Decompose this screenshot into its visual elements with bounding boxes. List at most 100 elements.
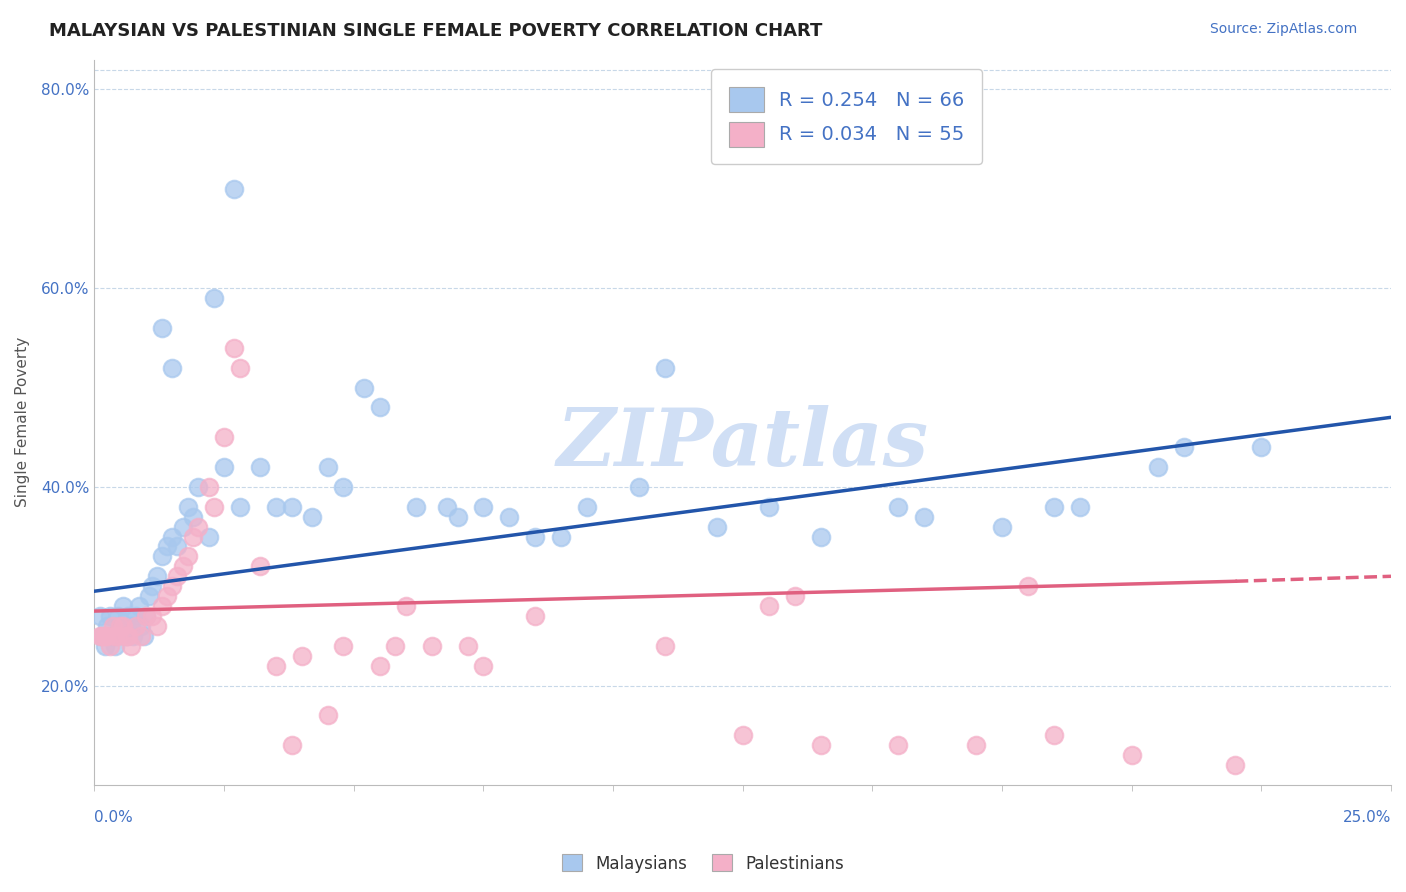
Point xyxy=(368,401,391,415)
Point xyxy=(145,569,167,583)
Point xyxy=(264,658,287,673)
Point xyxy=(125,609,148,624)
Point xyxy=(472,658,495,673)
Point xyxy=(125,619,148,633)
Point xyxy=(264,500,287,514)
Point xyxy=(91,629,114,643)
Point xyxy=(150,321,173,335)
Text: 25.0%: 25.0% xyxy=(1343,810,1391,825)
Point xyxy=(150,599,173,613)
Point xyxy=(280,500,302,514)
Point xyxy=(395,599,418,613)
Point xyxy=(135,609,157,624)
Point xyxy=(706,519,728,533)
Point xyxy=(177,500,200,514)
Point xyxy=(162,579,184,593)
Point xyxy=(104,629,127,643)
Point xyxy=(212,460,235,475)
Point xyxy=(498,509,520,524)
Point xyxy=(1146,460,1168,475)
Point xyxy=(94,639,117,653)
Point xyxy=(228,500,250,514)
Point xyxy=(810,738,832,752)
Point xyxy=(758,500,780,514)
Point xyxy=(187,480,209,494)
Point xyxy=(991,519,1014,533)
Point xyxy=(758,599,780,613)
Point xyxy=(197,530,219,544)
Point xyxy=(810,530,832,544)
Point xyxy=(887,500,910,514)
Point xyxy=(107,629,129,643)
Point xyxy=(129,619,152,633)
Point xyxy=(228,360,250,375)
Point xyxy=(172,559,194,574)
Point xyxy=(110,619,132,633)
Point xyxy=(1173,440,1195,454)
Point xyxy=(1250,440,1272,454)
Point xyxy=(114,629,136,643)
Point xyxy=(731,728,754,742)
Point xyxy=(550,530,572,544)
Point xyxy=(145,619,167,633)
Point xyxy=(98,609,121,624)
Point xyxy=(111,619,134,633)
Text: 0.0%: 0.0% xyxy=(94,810,134,825)
Point xyxy=(224,182,246,196)
Point xyxy=(101,619,124,633)
Legend: R = 0.254   N = 66, R = 0.034   N = 55: R = 0.254 N = 66, R = 0.034 N = 55 xyxy=(711,70,981,164)
Point xyxy=(101,629,124,643)
Point xyxy=(98,639,121,653)
Point xyxy=(89,609,111,624)
Point xyxy=(138,589,160,603)
Point xyxy=(181,530,204,544)
Point xyxy=(912,509,935,524)
Text: Source: ZipAtlas.com: Source: ZipAtlas.com xyxy=(1209,22,1357,37)
Point xyxy=(202,291,225,305)
Point xyxy=(122,629,145,643)
Point xyxy=(576,500,599,514)
Point xyxy=(187,519,209,533)
Point xyxy=(129,629,152,643)
Point xyxy=(368,658,391,673)
Point xyxy=(1043,728,1066,742)
Legend: Malaysians, Palestinians: Malaysians, Palestinians xyxy=(555,847,851,880)
Point xyxy=(94,629,117,643)
Point xyxy=(135,609,157,624)
Point xyxy=(405,500,427,514)
Point xyxy=(162,530,184,544)
Point xyxy=(111,599,134,613)
Point xyxy=(166,540,188,554)
Point xyxy=(316,460,339,475)
Point xyxy=(141,579,163,593)
Point xyxy=(91,629,114,643)
Point xyxy=(280,738,302,752)
Point xyxy=(524,530,547,544)
Point xyxy=(150,549,173,564)
Point xyxy=(316,708,339,723)
Point xyxy=(212,430,235,444)
Point xyxy=(162,360,184,375)
Point xyxy=(249,559,271,574)
Point xyxy=(120,639,142,653)
Point xyxy=(654,360,676,375)
Point xyxy=(524,609,547,624)
Point xyxy=(114,629,136,643)
Point xyxy=(301,509,323,524)
Point xyxy=(202,500,225,514)
Point xyxy=(141,609,163,624)
Point xyxy=(117,609,139,624)
Point xyxy=(472,500,495,514)
Point xyxy=(291,648,314,663)
Point xyxy=(654,639,676,653)
Point xyxy=(446,509,468,524)
Point xyxy=(96,619,118,633)
Point xyxy=(887,738,910,752)
Text: ZIPatlas: ZIPatlas xyxy=(557,405,929,483)
Point xyxy=(1121,748,1143,763)
Point xyxy=(96,629,118,643)
Point xyxy=(110,619,132,633)
Point xyxy=(1069,500,1091,514)
Point xyxy=(420,639,443,653)
Point xyxy=(120,619,142,633)
